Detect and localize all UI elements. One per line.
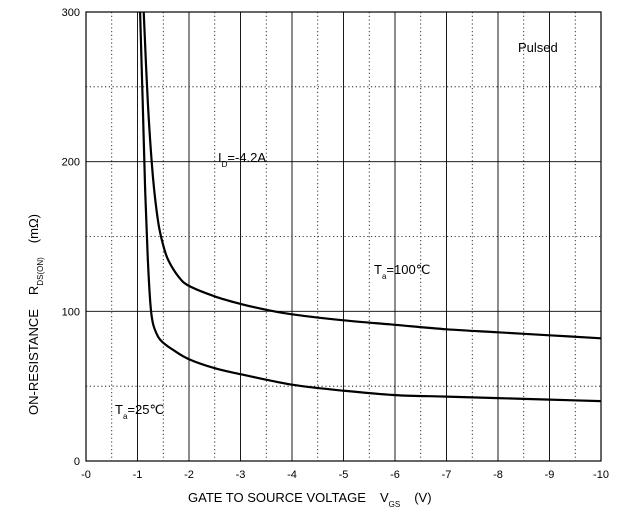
x-tick-label: -6 bbox=[390, 469, 400, 481]
drain-current-label: ID=-4.2A bbox=[218, 150, 266, 169]
x-tick-label: -7 bbox=[442, 469, 452, 481]
x-tick-label: -2 bbox=[184, 469, 194, 481]
grid bbox=[86, 12, 601, 461]
plot-frame bbox=[85, 11, 602, 462]
y-axis-label: ON-RESISTANCERDS(ON)(mΩ) bbox=[26, 214, 45, 415]
y-tick-label: 100 bbox=[62, 306, 80, 318]
y-tick-label: 0 bbox=[74, 456, 80, 468]
y-tick-label: 300 bbox=[62, 7, 80, 19]
x-tick-label: -8 bbox=[493, 469, 503, 481]
y-tick-label: 200 bbox=[62, 157, 80, 169]
series-line-ta25 bbox=[139, 11, 602, 403]
x-tick-label: -3 bbox=[236, 469, 246, 481]
tick-labels: -0 -1 -2 -3 -4 -5 -6 -7 -8 -9 -10 0 100 200 300 bbox=[62, 7, 609, 481]
x-tick-label: -4 bbox=[287, 469, 297, 481]
x-tick-label: -1 bbox=[133, 469, 143, 481]
x-tick-label: -5 bbox=[339, 469, 349, 481]
x-tick-label: -0 bbox=[81, 469, 91, 481]
ta25-label: Ta=25℃ bbox=[115, 402, 164, 421]
x-axis-label: GATE TO SOURCE VOLTAGE VGS (V) bbox=[188, 490, 432, 509]
x-tick-label: -9 bbox=[545, 469, 555, 481]
x-tick-label: -10 bbox=[593, 469, 609, 481]
curves bbox=[139, 11, 602, 403]
series-line-ta100 bbox=[142, 11, 602, 340]
pulsed-label: Pulsed bbox=[518, 40, 558, 55]
ta100-label: Ta=100℃ bbox=[374, 262, 430, 281]
